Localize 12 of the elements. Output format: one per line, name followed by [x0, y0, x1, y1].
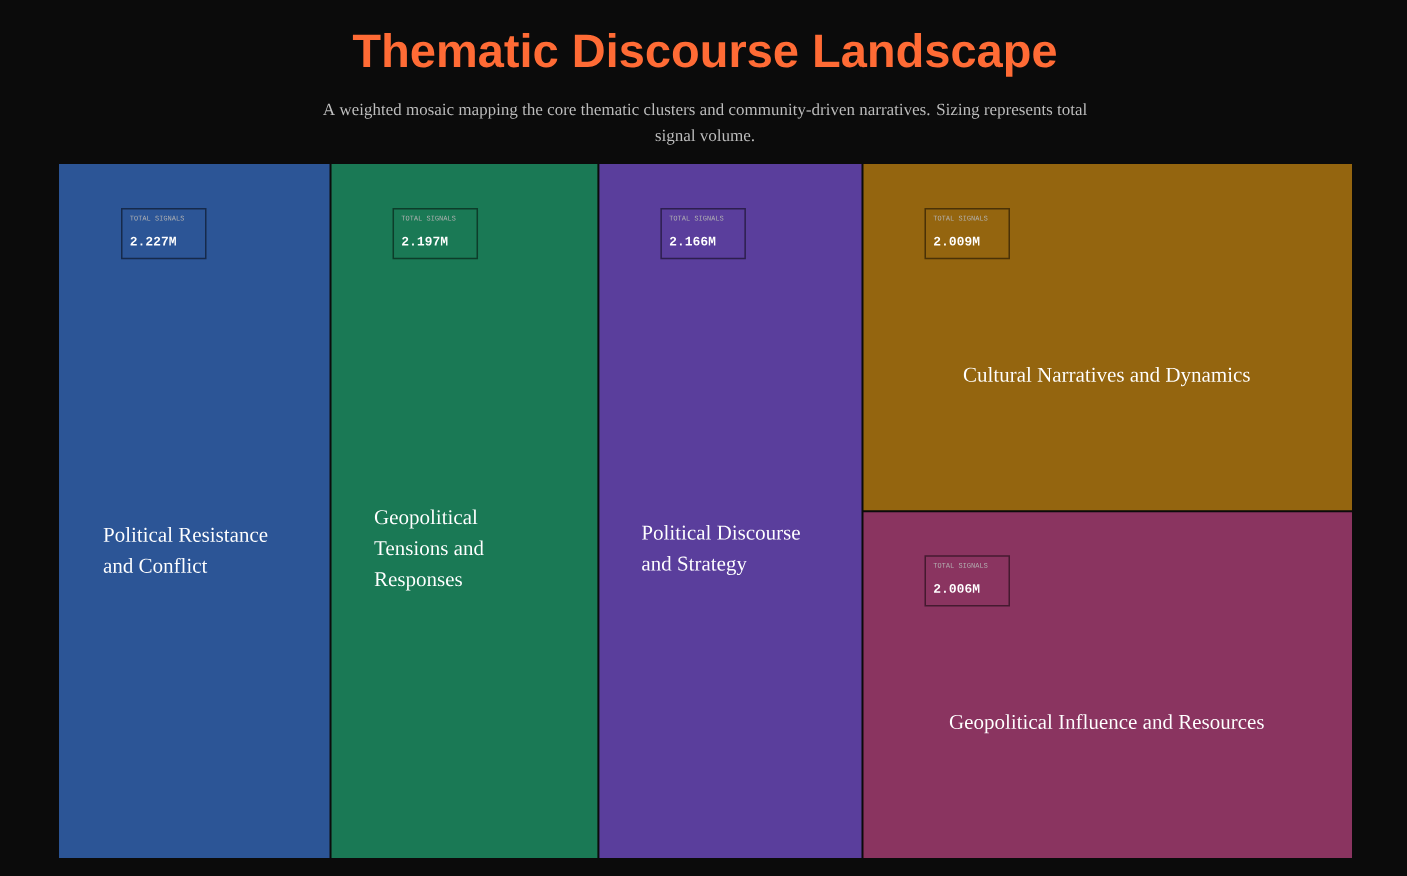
data-label: 2.227M: [130, 236, 176, 246]
data-label: 2.009M: [934, 236, 980, 246]
category-label: Political Discourse and Strategy: [641, 524, 800, 576]
category-label: Geopolitical Influence and Resources: [949, 714, 1264, 734]
category-label: Cultural Narratives and Dynamics: [963, 367, 1250, 387]
data-label: 2.006M: [934, 584, 980, 593]
data-label: 2.197M: [402, 236, 448, 246]
data-label: 2.166M: [669, 236, 716, 246]
text: A weighted mosaic mapping the core thematic clusters and community-driven narratives. Sizing represents total signal volume.: [323, 103, 1087, 145]
text: Thematic Discourse Landscape: [352, 32, 1056, 77]
category-label: Geopolitical Tensions and Responses: [374, 509, 484, 591]
category-label: Political Resistance and Conflict: [103, 527, 268, 573]
